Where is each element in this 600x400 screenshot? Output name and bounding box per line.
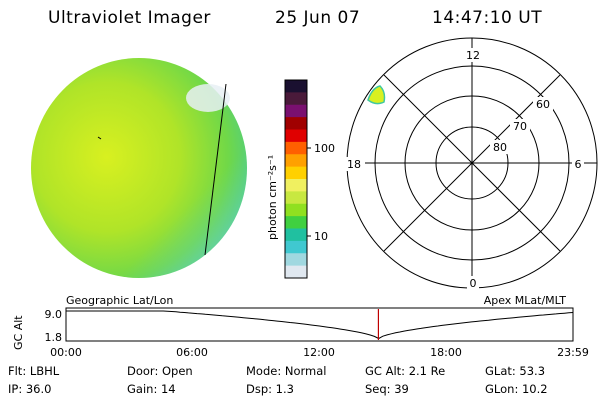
timeline-right-title: Apex MLat/MLT [484,294,567,307]
date-label: 25 Jun 07 [275,8,361,28]
colorbar-cell [285,166,307,180]
time-tick-1200: 12:00 [303,346,335,359]
colorbar-cell [285,141,307,155]
colorbar-cell [285,154,307,168]
colorbar-cell [285,265,307,279]
polar-plot: 12 18 6 0 60 70 80 [343,37,598,290]
timeline-y-label: GC Alt [12,315,25,350]
mlt-label-12: 12 [466,49,480,62]
info-ip: IP: 36.0 [8,382,52,396]
info-glat: GLat: 53.3 [485,364,546,378]
info-gain: Gain: 14 [127,382,176,396]
colorbar-cell [285,80,307,93]
time-label: 14:47:10 UT [432,8,543,28]
info-filter: Flt: LBHL [8,364,60,378]
time-tick-0000: 00:00 [50,346,82,359]
mlat-label-80: 80 [493,141,507,154]
colorbar-unit-label: photon cm⁻²s⁻¹ [266,155,279,240]
timeline-y-tick-bottom: 1.8 [45,331,63,344]
colorbar-cell [285,216,307,229]
app-title: Ultraviolet Imager [48,8,211,28]
mlt-label-0: 0 [470,277,477,290]
mlt-label-18: 18 [347,158,361,171]
info-glon: GLon: 10.2 [485,382,548,396]
timeline-y-tick-top: 9.0 [45,308,63,321]
mlt-label-6: 6 [575,158,582,171]
colorbar-cell [285,191,307,205]
colorbar-cell [285,203,307,217]
info-door: Door: Open [127,364,193,378]
colorbar-cell [285,179,307,192]
colorbar-cell [285,240,307,254]
mlat-label-60: 60 [536,98,550,111]
mlat-label-70: 70 [513,120,527,133]
info-mode: Mode: Normal [246,364,327,378]
info-seq: Seq: 39 [365,382,409,396]
colorbar-cell [285,228,307,242]
timeline-panel: Geographic Lat/Lon Apex MLat/MLT GC Alt … [12,294,589,359]
orbit-altitude-curve [66,310,574,340]
colorbar-cell [285,117,307,130]
time-tick-0600: 06:00 [176,346,208,359]
colorbar-cell [285,104,307,118]
terminator-line [204,83,227,256]
colorbar-tick-10: 10 [314,230,328,243]
info-gc-alt: GC Alt: 2.1 Re [365,364,446,378]
time-tick-2359: 23:59 [557,346,589,359]
timeline-left-title: Geographic Lat/Lon [66,294,173,307]
colorbar-cell [285,92,307,106]
time-tick-1800: 18:00 [430,346,462,359]
colorbar-cell [285,253,307,267]
colorbar: 100 10 photon cm⁻²s⁻¹ [266,79,335,279]
earth-image [31,58,247,278]
colorbar-cell [285,129,307,143]
info-dsp: Dsp: 1.3 [246,382,294,396]
auroral-oval [367,85,386,105]
colorbar-tick-100: 100 [314,142,335,155]
